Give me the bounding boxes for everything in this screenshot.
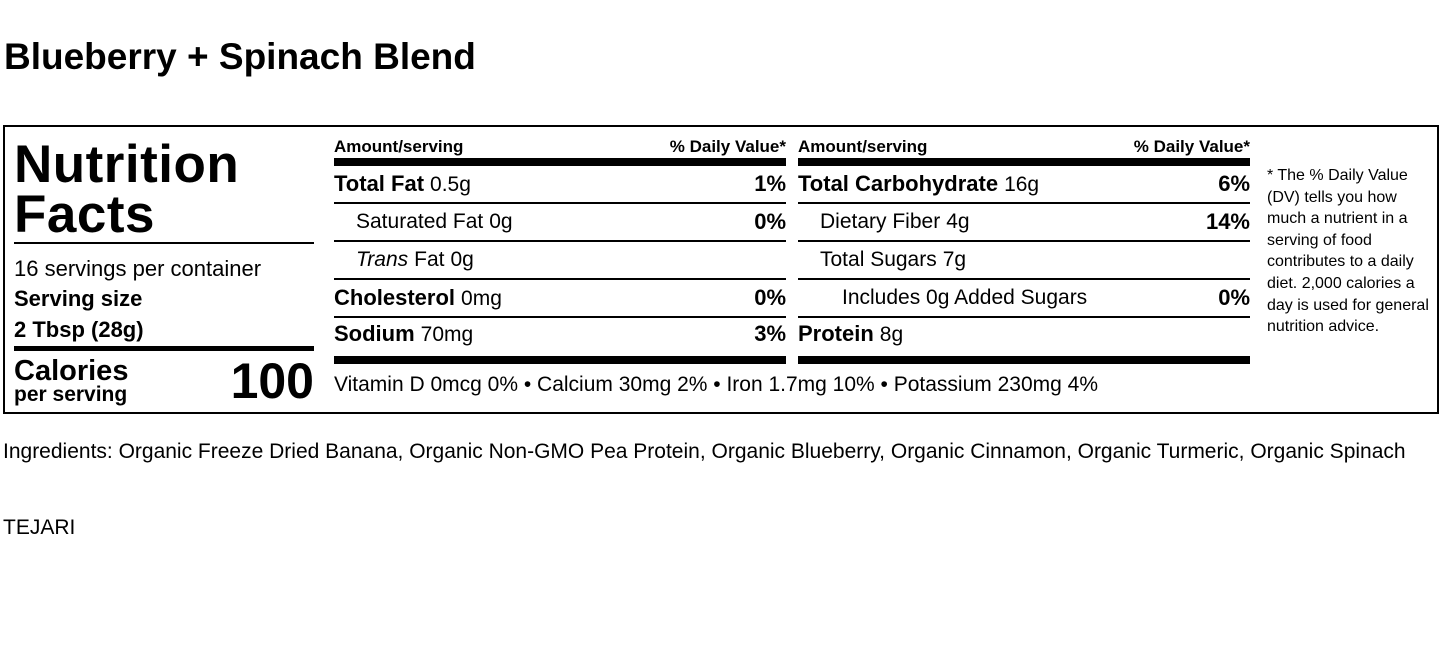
- nutrient-column: Amount/serving % Daily Value* Total Fat 0.5…: [334, 136, 786, 364]
- calories: 100: [230, 353, 314, 409]
- daily-value: 0%: [754, 209, 786, 234]
- nutrient-name: Saturated Fat: [356, 210, 484, 233]
- nutrient: Protein 8g: [798, 321, 903, 347]
- amount-header: Amount/serving: [798, 137, 928, 156]
- nutrient-row: Total Carbohydrate 16g 6%: [798, 166, 1250, 204]
- nutrient-row: Total Fat 0.5g 1%: [334, 166, 786, 204]
- nutrient: Total Fat 0.5g: [334, 171, 471, 197]
- nutrient-name: Total Carbohydrate: [798, 171, 999, 196]
- nutrient-amount: 4g: [946, 210, 970, 233]
- daily-value: 0%: [754, 285, 786, 310]
- calories-sub: per serving: [14, 383, 128, 406]
- column-header: Amount/serving % Daily Value*: [798, 136, 1250, 166]
- ingredients: Ingredients: Organic Freeze Dried Banana…: [3, 440, 1406, 463]
- daily-value: 6%: [1218, 171, 1250, 196]
- dv-header: % Daily Value*: [1133, 137, 1250, 156]
- nutrient-amount: 8g: [879, 323, 904, 346]
- nutrition-label: Nutrition Facts 16 servings per containe…: [3, 125, 1439, 414]
- micronutrients: Vitamin D 0mcg 0% • Calcium 30mg 2% • Ir…: [334, 373, 1098, 396]
- label-heading: Facts: [14, 185, 155, 244]
- serving-size-label: Serving size: [14, 286, 143, 311]
- nutrient-row: Dietary Fiber 4g 14%: [798, 204, 1250, 242]
- nutrient: Includes 0g Added Sugars: [798, 286, 1087, 310]
- serving-size: 2 Tbsp (28g): [14, 317, 144, 342]
- column-header: Amount/serving % Daily Value*: [334, 136, 786, 166]
- nutrient-row: Trans Fat 0g: [334, 242, 786, 280]
- daily-value: 0%: [1218, 285, 1250, 310]
- nutrient-name: Protein: [798, 321, 874, 346]
- nutrient-name: Fat: [414, 248, 445, 271]
- nutrient: Saturated Fat 0g: [334, 210, 513, 234]
- nutrient-row: Total Sugars 7g: [798, 242, 1250, 280]
- nutrient-name: Cholesterol: [334, 285, 456, 310]
- nutrient-row: Cholesterol 0mg 0%: [334, 280, 786, 318]
- daily-value: 3%: [754, 321, 786, 346]
- nutrient: Cholesterol 0mg: [334, 285, 502, 311]
- nutrient-prefix: Trans: [356, 248, 409, 271]
- calories-label: Calories: [14, 355, 129, 387]
- nutrient-column: Amount/serving % Daily Value* Total Carboh…: [798, 136, 1250, 364]
- nutrient: Total Carbohydrate 16g: [798, 171, 1039, 197]
- nutrient-name: Dietary Fiber: [820, 210, 941, 233]
- daily-value: 1%: [754, 171, 786, 196]
- nutrient-amount: 0.5g: [430, 173, 471, 196]
- nutrient-row: Saturated Fat 0g 0%: [334, 204, 786, 242]
- nutrient-name: Total Sugars: [820, 248, 937, 271]
- nutrient: Total Sugars 7g: [798, 248, 966, 272]
- nutrient-row: Sodium 70mg 3%: [334, 318, 786, 364]
- rule: [14, 346, 314, 351]
- nutrient-name: Total Fat: [334, 171, 425, 196]
- rule: [14, 242, 314, 244]
- nutrient-amount: 16g: [1004, 173, 1040, 196]
- nutrient: Trans Fat 0g: [334, 248, 474, 272]
- product-title: Blueberry + Spinach Blend: [4, 36, 476, 77]
- nutrient-amount: 0mg: [461, 287, 502, 310]
- dv-header: % Daily Value*: [669, 137, 786, 156]
- nutrient-name: Sodium: [334, 321, 415, 346]
- brand: TEJARI: [3, 516, 76, 539]
- daily-value: 14%: [1205, 209, 1250, 234]
- nutrient-name: Includes 0g Added Sugars: [842, 286, 1088, 309]
- amount-header: Amount/serving: [334, 137, 464, 156]
- nutrient-amount: 7g: [942, 248, 967, 271]
- nutrient: Sodium 70mg: [334, 321, 473, 347]
- nutrient: Dietary Fiber 4g: [798, 210, 970, 234]
- footnote: * The % Daily Value (DV) tells you how m…: [1267, 167, 1429, 336]
- servings: 16 servings per container: [14, 256, 262, 281]
- nutrient-row: Includes 0g Added Sugars 0%: [798, 280, 1250, 318]
- nutrient-row: Protein 8g: [798, 318, 1250, 364]
- nutrient-amount: 0g: [450, 248, 474, 271]
- label-heading: Nutrition: [14, 135, 240, 194]
- nutrient-amount: 0g: [489, 210, 513, 233]
- nutrient-amount: 70mg: [420, 323, 474, 346]
